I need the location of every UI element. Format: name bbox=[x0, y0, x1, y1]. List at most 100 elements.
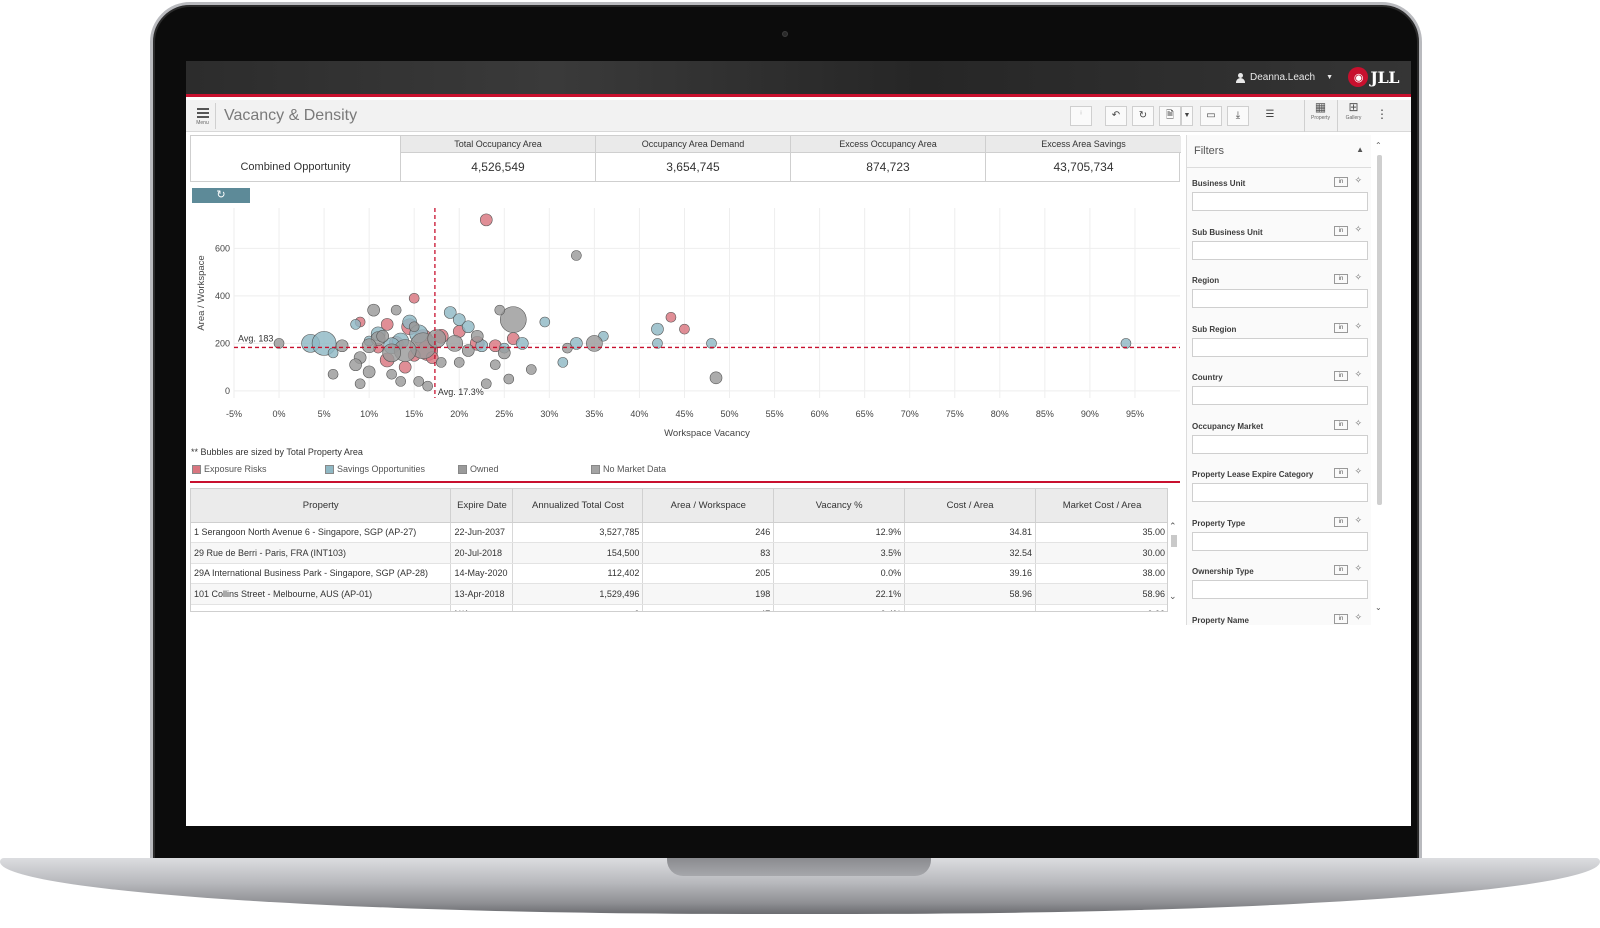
filter-input[interactable] bbox=[1192, 580, 1368, 599]
filter-in-toggle[interactable]: in bbox=[1334, 322, 1348, 333]
bubble[interactable] bbox=[679, 323, 690, 335]
refresh-button[interactable]: ↻ bbox=[1132, 106, 1154, 126]
filter-input[interactable] bbox=[1192, 531, 1368, 551]
chevron-up-icon[interactable]: ⌃ bbox=[1375, 141, 1382, 150]
bubble[interactable] bbox=[349, 358, 362, 372]
column-header-cost-area[interactable]: Cost / Area bbox=[904, 489, 1037, 523]
image-button[interactable]: ▭ bbox=[1200, 106, 1222, 126]
chevron-down-icon[interactable]: ⌄ bbox=[1169, 591, 1177, 601]
bubble[interactable] bbox=[570, 337, 583, 350]
chevron-up-icon[interactable]: ⌃ bbox=[1169, 521, 1177, 531]
pin-icon[interactable]: ✧ bbox=[1354, 514, 1362, 525]
table-row[interactable]: 29A International Business Park - Singap… bbox=[191, 563, 1167, 584]
bubble[interactable] bbox=[539, 316, 551, 328]
filter-in-toggle[interactable]: in bbox=[1334, 177, 1348, 187]
filter-input[interactable] bbox=[1192, 386, 1368, 405]
export-pdf-button[interactable]: 🗎 bbox=[1159, 106, 1181, 126]
bubble[interactable] bbox=[489, 359, 501, 371]
bubble[interactable] bbox=[362, 365, 376, 379]
filter-input[interactable] bbox=[1192, 192, 1368, 211]
bubble[interactable] bbox=[386, 368, 397, 380]
pin-icon[interactable]: ✧ bbox=[1354, 272, 1362, 282]
filter-in-toggle[interactable]: in bbox=[1334, 274, 1348, 284]
bubble[interactable] bbox=[516, 337, 529, 350]
bubble[interactable] bbox=[427, 329, 447, 348]
bubble[interactable] bbox=[382, 343, 401, 363]
filter-input[interactable] bbox=[1192, 434, 1368, 454]
info-button[interactable]: ⁱ bbox=[1070, 106, 1092, 126]
filter-in-toggle[interactable]: in bbox=[1334, 516, 1348, 527]
legend-item-savings[interactable]: Savings Opportunities bbox=[325, 464, 425, 474]
export-dropdown-button[interactable]: ▼ bbox=[1181, 106, 1193, 126]
bubble[interactable] bbox=[335, 339, 349, 353]
column-header-market-cost-area[interactable]: Market Cost / Area bbox=[1035, 489, 1167, 523]
bubble[interactable] bbox=[470, 329, 484, 343]
bubble[interactable] bbox=[665, 311, 677, 323]
bubble[interactable] bbox=[651, 322, 664, 336]
bubble[interactable] bbox=[1120, 338, 1132, 349]
legend-item-exposure[interactable]: Exposure Risks bbox=[192, 464, 267, 474]
bubble[interactable] bbox=[350, 319, 361, 330]
bubble[interactable] bbox=[327, 347, 339, 359]
reset-zoom-button[interactable]: ↻ bbox=[192, 188, 250, 203]
bubble[interactable] bbox=[443, 306, 457, 319]
bubble[interactable] bbox=[452, 313, 466, 326]
filters-scrollbar[interactable]: ⌃ ⌄ bbox=[1375, 141, 1385, 615]
scroll-thumb[interactable] bbox=[1377, 155, 1382, 505]
filter-input[interactable] bbox=[1192, 337, 1368, 357]
bubble[interactable] bbox=[376, 329, 389, 343]
bubble[interactable] bbox=[562, 342, 573, 354]
column-header-vacancy[interactable]: Vacancy % bbox=[773, 489, 906, 523]
column-header-expire-date[interactable]: Expire Date bbox=[450, 489, 514, 523]
filter-input[interactable] bbox=[1192, 483, 1368, 502]
column-header-property[interactable]: Property bbox=[191, 489, 452, 523]
menu-button[interactable]: Menu bbox=[190, 103, 216, 129]
bubble[interactable] bbox=[461, 344, 475, 357]
scroll-thumb[interactable] bbox=[1171, 535, 1177, 547]
table-scrollbar[interactable]: ⌃ ⌄ bbox=[1169, 521, 1179, 605]
filter-in-toggle[interactable]: in bbox=[1334, 419, 1348, 430]
undo-button[interactable]: ↶ bbox=[1105, 106, 1127, 126]
bubble[interactable] bbox=[446, 335, 464, 352]
table-row[interactable]: 101 Collins Street - Melbourne, AUS (AP-… bbox=[191, 583, 1167, 605]
bubble[interactable] bbox=[497, 346, 511, 360]
bubble[interactable] bbox=[586, 335, 603, 352]
download-button[interactable]: ⤓ bbox=[1227, 106, 1249, 126]
filter-input[interactable] bbox=[1192, 240, 1368, 260]
bubble[interactable] bbox=[461, 320, 475, 334]
chevron-down-icon[interactable]: ⌄ bbox=[1375, 603, 1382, 612]
bubble[interactable] bbox=[494, 304, 506, 316]
bubble[interactable] bbox=[398, 360, 412, 374]
bubble[interactable] bbox=[709, 371, 723, 385]
table-row[interactable]: 1 Serangoon North Avenue 6 - Singapore, … bbox=[191, 522, 1167, 543]
bubble[interactable] bbox=[327, 368, 339, 380]
bubble[interactable] bbox=[435, 357, 447, 368]
pin-icon[interactable]: ✧ bbox=[1354, 563, 1362, 573]
bubble[interactable] bbox=[390, 304, 402, 316]
table-row[interactable]: N/A0470.4% 0.00 bbox=[191, 604, 1167, 611]
bubble[interactable] bbox=[395, 376, 406, 387]
bubble[interactable] bbox=[499, 306, 527, 333]
bubble[interactable] bbox=[361, 338, 377, 354]
caret-up-icon[interactable]: ▲ bbox=[1356, 145, 1364, 154]
bubble[interactable] bbox=[557, 357, 569, 368]
legend-item-no-market[interactable]: No Market Data bbox=[591, 464, 666, 474]
bubble[interactable] bbox=[526, 364, 537, 375]
bubble[interactable] bbox=[479, 213, 493, 227]
bubble[interactable] bbox=[413, 376, 424, 387]
pin-icon[interactable]: ✧ bbox=[1354, 417, 1362, 428]
legend-item-owned[interactable]: Owned bbox=[458, 464, 499, 474]
filter-in-toggle[interactable]: in bbox=[1334, 225, 1348, 236]
bubble[interactable] bbox=[652, 338, 663, 349]
bubble[interactable] bbox=[422, 380, 434, 392]
pin-icon[interactable]: ✧ bbox=[1354, 466, 1362, 476]
filter-in-toggle[interactable]: in bbox=[1334, 565, 1348, 575]
filter-in-toggle[interactable]: in bbox=[1334, 468, 1348, 478]
gallery-button[interactable]: ⊞ Gallery bbox=[1337, 100, 1369, 132]
bubble[interactable] bbox=[480, 378, 492, 390]
bubble[interactable] bbox=[273, 338, 285, 349]
bubble[interactable] bbox=[408, 321, 420, 333]
filter-in-toggle[interactable]: in bbox=[1334, 371, 1348, 381]
column-header-area-workspace[interactable]: Area / Workspace bbox=[642, 489, 775, 523]
bubble[interactable] bbox=[367, 303, 380, 317]
